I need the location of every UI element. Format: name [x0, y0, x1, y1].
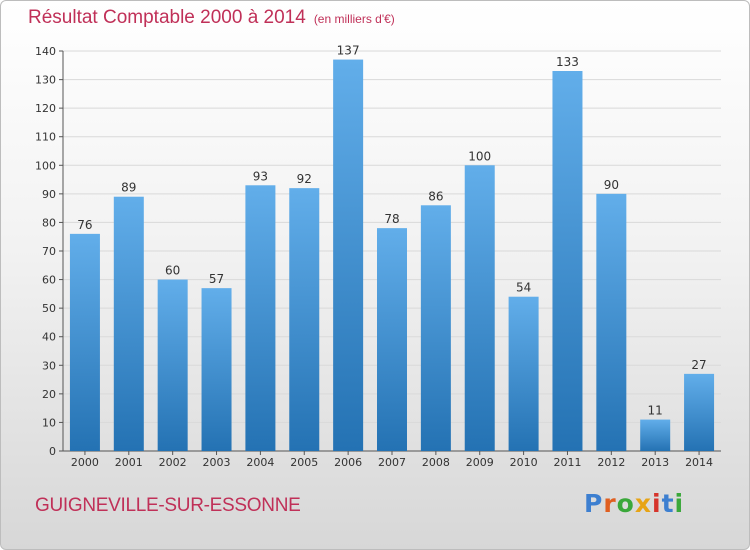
bar	[333, 59, 364, 451]
value-label: 76	[77, 218, 92, 232]
y-tick-label: 60	[42, 274, 56, 287]
proxiti-logo: Proxiti	[584, 489, 685, 518]
value-label: 90	[604, 178, 619, 192]
x-tick-label: 2011	[553, 456, 581, 469]
bar	[245, 185, 276, 452]
value-label: 27	[691, 358, 706, 372]
value-label: 86	[428, 189, 443, 203]
y-tick-label: 20	[42, 388, 56, 401]
x-tick-label: 2012	[597, 456, 625, 469]
bar	[201, 288, 232, 451]
value-label: 60	[165, 264, 180, 278]
bar	[113, 196, 144, 451]
bar	[684, 373, 715, 451]
bar	[377, 228, 407, 451]
y-tick-label: 90	[42, 188, 56, 201]
value-labels: 76 89 60 57 93 92 137 78 86 100 54 133 90 11 27	[77, 44, 706, 418]
y-tick-label: 70	[42, 245, 56, 258]
x-tick-label: 2008	[422, 456, 450, 469]
value-label: 137	[337, 44, 360, 58]
y-axis-ticks: 0 10 20 30 40 50 60 70 80 90 100 110 120 130 140	[35, 45, 56, 458]
chart-title: Résultat Comptable 2000 à 2014	[28, 7, 306, 28]
unit-note: (en milliers d'€)	[313, 12, 395, 26]
y-tick-label: 10	[42, 416, 56, 429]
value-label: 92	[297, 172, 312, 186]
bar	[69, 233, 100, 451]
x-tick-label: 2000	[71, 456, 99, 469]
value-label: 57	[209, 272, 224, 286]
value-label: 133	[556, 55, 579, 69]
value-label: 100	[468, 149, 491, 163]
bars	[69, 59, 715, 452]
x-tick-label: 2013	[641, 456, 669, 469]
commune-name: GUIGNEVILLE-SUR-ESSONNE	[35, 495, 301, 516]
y-tick-label: 50	[42, 302, 56, 315]
x-tick-label: 2009	[466, 456, 494, 469]
x-tick-label: 2010	[510, 456, 538, 469]
x-tick-label: 2007	[378, 456, 406, 469]
chart-title-block: Résultat Comptable 2000 à 2014 (en millie…	[28, 7, 395, 29]
value-label: 78	[384, 212, 399, 226]
bar	[596, 193, 627, 451]
x-tick-label: 2002	[159, 456, 187, 469]
value-label: 93	[253, 169, 268, 183]
bar	[508, 296, 539, 451]
y-tick-label: 110	[35, 131, 56, 144]
y-tick-label: 130	[35, 74, 56, 87]
value-label: 11	[648, 404, 663, 418]
bar	[289, 188, 320, 451]
x-tick-label: 2003	[203, 456, 231, 469]
value-label: 89	[121, 181, 136, 195]
x-axis-ticks: 2000 2001 2002 2003 2004 2005 2006 2007 2008 2009…	[71, 456, 713, 469]
y-tick-label: 30	[42, 359, 56, 372]
value-label: 54	[516, 281, 531, 295]
y-tick-label: 120	[35, 102, 56, 115]
bar	[464, 165, 495, 452]
x-tick-label: 2014	[685, 456, 713, 469]
x-tick-label: 2001	[115, 456, 143, 469]
y-tick-label: 40	[42, 331, 56, 344]
y-tick-label: 100	[35, 159, 56, 172]
bar	[552, 71, 583, 451]
x-tick-label: 2004	[246, 456, 274, 469]
x-tick-label: 2006	[334, 456, 362, 469]
x-tick-label: 2005	[290, 456, 318, 469]
bar	[420, 205, 451, 451]
y-tick-label: 140	[35, 45, 56, 58]
y-tick-label: 0	[49, 445, 56, 458]
bar	[640, 419, 671, 451]
y-tick-label: 80	[42, 216, 56, 229]
bar	[157, 279, 188, 451]
